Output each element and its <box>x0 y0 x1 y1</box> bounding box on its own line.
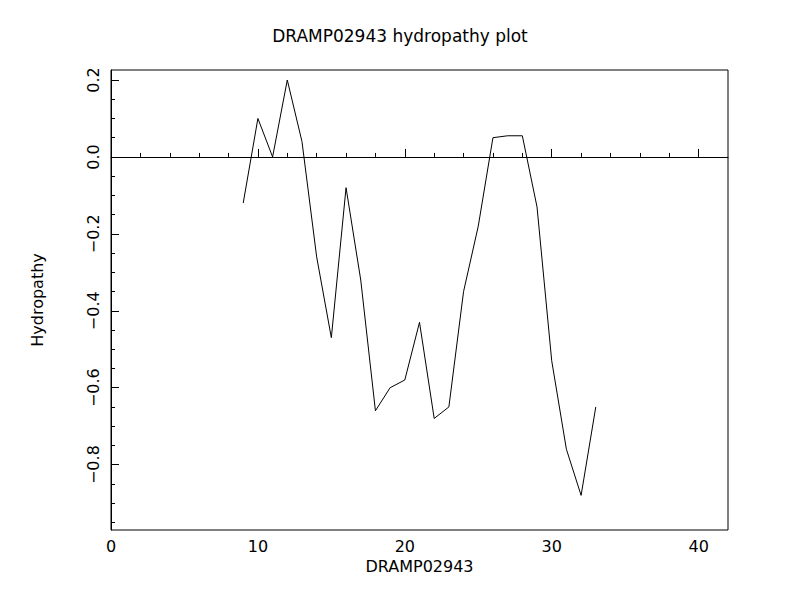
svg-text:−0.2: −0.2 <box>84 214 103 253</box>
svg-text:30: 30 <box>542 537 562 556</box>
svg-text:DRAMP02943: DRAMP02943 <box>365 557 473 576</box>
svg-text:−0.8: −0.8 <box>84 445 103 484</box>
svg-text:10: 10 <box>248 537 268 556</box>
svg-text:20: 20 <box>395 537 415 556</box>
svg-text:0.0: 0.0 <box>84 144 103 169</box>
svg-text:0.2: 0.2 <box>84 67 103 92</box>
svg-text:DRAMP02943 hydropathy plot: DRAMP02943 hydropathy plot <box>272 26 528 46</box>
svg-text:0: 0 <box>106 537 116 556</box>
svg-text:−0.6: −0.6 <box>84 368 103 407</box>
svg-text:Hydropathy: Hydropathy <box>28 253 47 347</box>
svg-text:−0.4: −0.4 <box>84 291 103 330</box>
svg-text:40: 40 <box>688 537 708 556</box>
